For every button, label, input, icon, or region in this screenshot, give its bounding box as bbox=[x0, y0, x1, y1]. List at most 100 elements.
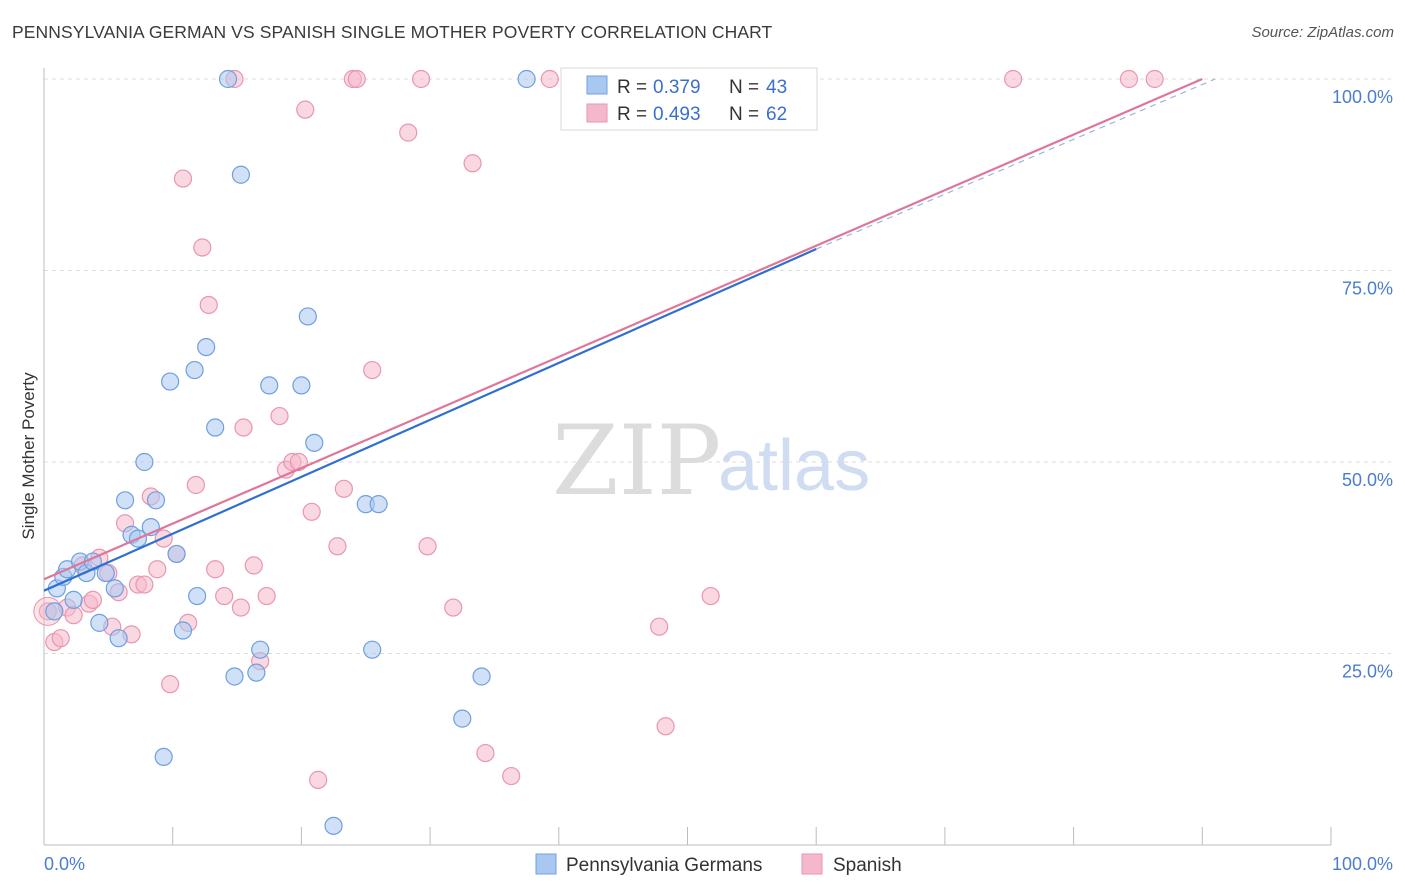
spanish-point-60 bbox=[1145, 69, 1164, 89]
spanish-point-38 bbox=[296, 100, 315, 119]
pennsylvania-germans-point-32 bbox=[292, 376, 311, 395]
series-legend: Pennsylvania Germans Spanish bbox=[535, 853, 902, 876]
pennsylvania-germans-point-37 bbox=[363, 640, 382, 659]
axes bbox=[43, 68, 1332, 846]
series-legend-swatch-blue bbox=[535, 853, 557, 875]
spanish-point-48 bbox=[418, 537, 437, 556]
spanish-point-15 bbox=[135, 575, 154, 594]
spanish-point-47 bbox=[411, 69, 431, 89]
spanish-point-50 bbox=[463, 154, 482, 173]
pennsylvania-germans-point-11 bbox=[109, 629, 128, 648]
pennsylvania-germans-point-31 bbox=[260, 376, 279, 395]
spanish-point-31 bbox=[244, 556, 263, 575]
legend-n-label-2: N = bbox=[729, 104, 759, 125]
spanish-point-27 bbox=[215, 586, 234, 606]
spanish-point-41 bbox=[328, 537, 347, 556]
y-tick-label-1: 50.0% bbox=[1342, 470, 1393, 490]
pennsylvania-germans-point-22 bbox=[185, 360, 204, 380]
watermark-atlas: atlas bbox=[718, 426, 870, 506]
spanish-point-49 bbox=[444, 598, 463, 617]
spanish-points bbox=[33, 69, 1164, 789]
pennsylvania-germans-point-9 bbox=[96, 563, 115, 583]
pennsylvania-germans-point-12 bbox=[115, 491, 135, 510]
spanish-point-51 bbox=[476, 743, 495, 763]
spanish-point-23 bbox=[186, 475, 205, 495]
legend-n-label-1: N = bbox=[729, 77, 759, 98]
y-tick-label-0: 25.0% bbox=[1342, 662, 1393, 682]
spanish-point-55 bbox=[656, 717, 675, 736]
pennsylvania-germans-point-10 bbox=[105, 579, 124, 598]
spanish-point-45 bbox=[363, 360, 382, 380]
pennsylvania-germans-point-15 bbox=[135, 452, 154, 472]
legend-swatch-blue bbox=[586, 75, 608, 95]
y-tick-label-3: 100.0% bbox=[1332, 87, 1393, 107]
spanish-point-39 bbox=[302, 502, 321, 521]
spanish-point-24 bbox=[193, 238, 212, 257]
spanish-point-26 bbox=[206, 560, 225, 579]
spanish-point-19 bbox=[161, 675, 180, 694]
legend-swatch-pink bbox=[586, 103, 608, 123]
spanish-point-29 bbox=[231, 598, 251, 617]
pennsylvania-germans-point-24 bbox=[197, 338, 216, 357]
grid-lines bbox=[44, 78, 1391, 654]
spanish-point-37 bbox=[289, 452, 308, 472]
pennsylvania-germans-point-35 bbox=[324, 816, 343, 835]
spanish-point-54 bbox=[650, 617, 669, 636]
pennsylvania-germans-point-38 bbox=[369, 495, 388, 514]
pennsylvania-germans-point-25 bbox=[206, 418, 225, 437]
pennsylvania-germans-point-21 bbox=[173, 621, 193, 640]
pennsylvania-germans-point-27 bbox=[225, 667, 244, 686]
pennsylvania-germans-point-33 bbox=[298, 307, 317, 326]
series-legend-label-blue: Pennsylvania Germans bbox=[566, 855, 762, 876]
pennsylvania-germans-point-26 bbox=[218, 69, 238, 89]
chart-title: PENNSYLVANIA GERMAN VS SPANISH SINGLE MO… bbox=[12, 22, 773, 42]
pennsylvania-germans-point-18 bbox=[154, 747, 173, 767]
spanish-point-34 bbox=[270, 406, 289, 426]
spanish-point-33 bbox=[257, 586, 276, 606]
legend-n-value-2: 62 bbox=[766, 104, 787, 125]
pennsylvania-germans-point-28 bbox=[231, 165, 251, 184]
y-tick-label-2: 75.0% bbox=[1342, 279, 1393, 299]
tick-labels: 25.0% 50.0% 75.0% 100.0% 0.0% 100.0% bbox=[44, 87, 1393, 874]
spanish-point-59 bbox=[1119, 69, 1139, 89]
spanish-trend-line bbox=[43, 77, 1203, 581]
series-legend-label-pink: Spanish bbox=[833, 855, 902, 876]
legend-n-value-1: 43 bbox=[766, 77, 787, 98]
spanish-point-58 bbox=[1004, 69, 1023, 89]
x-tick-label-0: 0.0% bbox=[44, 854, 85, 874]
pennsylvania-germans-point-17 bbox=[146, 491, 166, 510]
watermark: ZIP atlas bbox=[552, 405, 870, 517]
pennsylvania-germans-point-39 bbox=[453, 709, 472, 728]
legend-r-label-2: R = bbox=[617, 104, 647, 125]
pennsylvania-germans-point-40 bbox=[472, 667, 491, 686]
pennsylvania-germans-trend-extension bbox=[815, 78, 1216, 250]
pennsylvania-germans-point-23 bbox=[188, 586, 207, 606]
pennsylvania-germans-point-0 bbox=[45, 602, 64, 621]
pennsylvania-germans-point-8 bbox=[90, 613, 109, 632]
spanish-point-21 bbox=[173, 169, 193, 188]
trend-lines bbox=[43, 77, 1216, 592]
spanish-point-25 bbox=[199, 295, 218, 315]
spanish-point-61 bbox=[540, 69, 559, 89]
stats-legend: R = 0.379 N = 43 R = 0.493 N = 62 bbox=[560, 67, 818, 131]
watermark-zip: ZIP bbox=[552, 405, 721, 517]
legend-r-value-1: 0.379 bbox=[653, 77, 701, 98]
pennsylvania-germans-point-4 bbox=[64, 590, 83, 609]
spanish-point-30 bbox=[234, 418, 253, 437]
legend-r-label-1: R = bbox=[617, 77, 647, 98]
spanish-point-52 bbox=[502, 766, 521, 786]
y-axis-label: Single Mother Poverty bbox=[19, 372, 38, 540]
pennsylvania-germans-point-19 bbox=[161, 372, 180, 391]
spanish-point-17 bbox=[148, 560, 167, 579]
x-tick-label-1: 100.0% bbox=[1332, 854, 1393, 874]
pennsylvania-germans-point-20 bbox=[167, 544, 186, 564]
spanish-point-42 bbox=[334, 479, 353, 498]
pennsylvania-germans-point-30 bbox=[251, 640, 270, 659]
spanish-point-4 bbox=[64, 606, 83, 625]
spanish-point-56 bbox=[701, 586, 720, 606]
legend-r-value-2: 0.493 bbox=[653, 104, 701, 125]
series-legend-swatch-pink bbox=[801, 853, 823, 875]
pennsylvania-germans-point-41 bbox=[517, 69, 536, 89]
pennsylvania-germans-point-29 bbox=[247, 663, 266, 682]
